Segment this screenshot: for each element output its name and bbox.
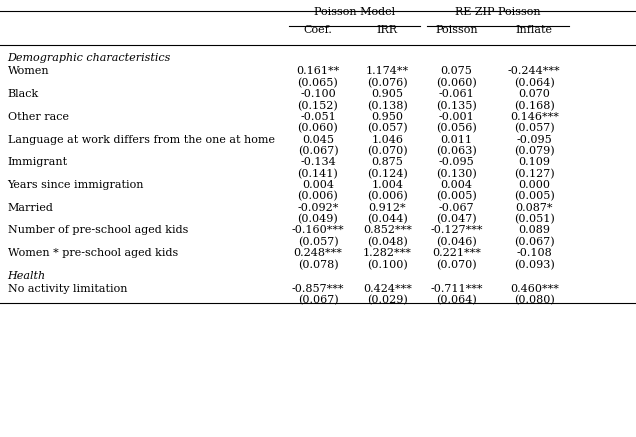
Text: (0.057): (0.057) xyxy=(367,123,408,134)
Text: -0.857***: -0.857*** xyxy=(292,284,344,294)
Text: Health: Health xyxy=(8,271,46,281)
Text: 0.912*: 0.912* xyxy=(368,203,406,213)
Text: (0.079): (0.079) xyxy=(514,146,555,156)
Text: (0.070): (0.070) xyxy=(436,260,477,270)
Text: 0.852***: 0.852*** xyxy=(363,225,411,236)
Text: 0.109: 0.109 xyxy=(518,157,550,167)
Text: 0.075: 0.075 xyxy=(441,66,473,76)
Text: 0.424***: 0.424*** xyxy=(363,284,411,294)
Text: (0.064): (0.064) xyxy=(436,295,477,306)
Text: (0.141): (0.141) xyxy=(298,169,338,179)
Text: 0.875: 0.875 xyxy=(371,157,403,167)
Text: (0.064): (0.064) xyxy=(514,78,555,88)
Text: 0.161**: 0.161** xyxy=(296,66,340,76)
Text: (0.100): (0.100) xyxy=(367,260,408,270)
Text: (0.067): (0.067) xyxy=(514,237,555,247)
Text: -0.092*: -0.092* xyxy=(297,203,339,213)
Text: -0.051: -0.051 xyxy=(300,112,336,122)
Text: (0.135): (0.135) xyxy=(436,101,477,111)
Text: (0.060): (0.060) xyxy=(436,78,477,88)
Text: -0.244***: -0.244*** xyxy=(508,66,560,76)
Text: (0.051): (0.051) xyxy=(514,214,555,225)
Text: (0.046): (0.046) xyxy=(436,237,477,247)
Text: (0.060): (0.060) xyxy=(298,123,338,134)
Text: (0.048): (0.048) xyxy=(367,237,408,247)
Text: (0.067): (0.067) xyxy=(298,146,338,156)
Text: -0.095: -0.095 xyxy=(516,135,552,145)
Text: 1.004: 1.004 xyxy=(371,180,403,190)
Text: IRR: IRR xyxy=(377,25,398,35)
Text: (0.070): (0.070) xyxy=(367,146,408,156)
Text: (0.138): (0.138) xyxy=(367,101,408,111)
Text: Immigrant: Immigrant xyxy=(8,157,68,167)
Text: 0.146***: 0.146*** xyxy=(510,112,558,122)
Text: -0.134: -0.134 xyxy=(300,157,336,167)
Text: 0.000: 0.000 xyxy=(518,180,550,190)
Text: Language at work differs from the one at home: Language at work differs from the one at… xyxy=(8,135,275,145)
Text: Poisson: Poisson xyxy=(435,25,478,35)
Text: Coef.: Coef. xyxy=(303,25,333,35)
Text: (0.044): (0.044) xyxy=(367,214,408,225)
Text: Inflate: Inflate xyxy=(516,25,553,35)
Text: (0.057): (0.057) xyxy=(514,123,555,134)
Text: (0.029): (0.029) xyxy=(367,295,408,306)
Text: 0.045: 0.045 xyxy=(302,135,334,145)
Text: 0.221***: 0.221*** xyxy=(432,248,481,258)
Text: -0.067: -0.067 xyxy=(439,203,474,213)
Text: (0.056): (0.056) xyxy=(436,123,477,134)
Text: 1.046: 1.046 xyxy=(371,135,403,145)
Text: -0.095: -0.095 xyxy=(439,157,474,167)
Text: -0.061: -0.061 xyxy=(439,89,474,99)
Text: (0.049): (0.049) xyxy=(298,214,338,225)
Text: -0.711***: -0.711*** xyxy=(431,284,483,294)
Text: 0.905: 0.905 xyxy=(371,89,403,99)
Text: (0.065): (0.065) xyxy=(298,78,338,88)
Text: (0.080): (0.080) xyxy=(514,295,555,306)
Text: Women * pre-school aged kids: Women * pre-school aged kids xyxy=(8,248,178,258)
Text: 0.248***: 0.248*** xyxy=(294,248,342,258)
Text: (0.005): (0.005) xyxy=(514,191,555,202)
Text: -0.127***: -0.127*** xyxy=(431,225,483,236)
Text: 0.004: 0.004 xyxy=(302,180,334,190)
Text: (0.067): (0.067) xyxy=(298,295,338,306)
Text: 1.282***: 1.282*** xyxy=(363,248,411,258)
Text: RE ZIP Poisson: RE ZIP Poisson xyxy=(455,7,541,17)
Text: (0.078): (0.078) xyxy=(298,260,338,270)
Text: Number of pre-school aged kids: Number of pre-school aged kids xyxy=(8,225,188,236)
Text: Other race: Other race xyxy=(8,112,69,122)
Text: Demographic characteristics: Demographic characteristics xyxy=(8,53,171,63)
Text: (0.076): (0.076) xyxy=(367,78,408,88)
Text: 1.174**: 1.174** xyxy=(366,66,409,76)
Text: -0.100: -0.100 xyxy=(300,89,336,99)
Text: 0.070: 0.070 xyxy=(518,89,550,99)
Text: -0.108: -0.108 xyxy=(516,248,552,258)
Text: Married: Married xyxy=(8,203,53,213)
Text: (0.006): (0.006) xyxy=(367,191,408,202)
Text: (0.093): (0.093) xyxy=(514,260,555,270)
Text: (0.130): (0.130) xyxy=(436,169,477,179)
Text: 0.004: 0.004 xyxy=(441,180,473,190)
Text: -0.001: -0.001 xyxy=(439,112,474,122)
Text: Women: Women xyxy=(8,66,49,76)
Text: 0.087*: 0.087* xyxy=(516,203,553,213)
Text: (0.005): (0.005) xyxy=(436,191,477,202)
Text: (0.124): (0.124) xyxy=(367,169,408,179)
Text: Years since immigration: Years since immigration xyxy=(8,180,144,190)
Text: (0.047): (0.047) xyxy=(436,214,477,225)
Text: (0.063): (0.063) xyxy=(436,146,477,156)
Text: (0.006): (0.006) xyxy=(298,191,338,202)
Text: 0.089: 0.089 xyxy=(518,225,550,236)
Text: (0.152): (0.152) xyxy=(298,101,338,111)
Text: (0.057): (0.057) xyxy=(298,237,338,247)
Text: (0.127): (0.127) xyxy=(514,169,555,179)
Text: -0.160***: -0.160*** xyxy=(292,225,344,236)
Text: No activity limitation: No activity limitation xyxy=(8,284,127,294)
Text: 0.950: 0.950 xyxy=(371,112,403,122)
Text: 0.011: 0.011 xyxy=(441,135,473,145)
Text: Black: Black xyxy=(8,89,39,99)
Text: Poisson Model: Poisson Model xyxy=(314,7,395,17)
Text: (0.168): (0.168) xyxy=(514,101,555,111)
Text: 0.460***: 0.460*** xyxy=(510,284,558,294)
